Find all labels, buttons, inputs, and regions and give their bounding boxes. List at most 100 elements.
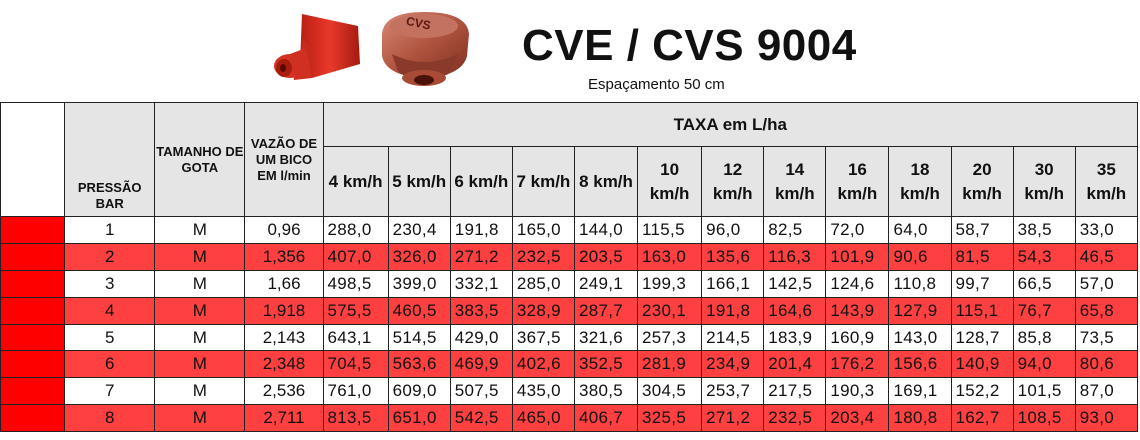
- taxa-cell: 65,8: [1074, 296, 1139, 325]
- gota-cell: M: [154, 323, 246, 352]
- nozzle-cap-text: CVS: [405, 14, 432, 33]
- taxa-cell: 127,9: [888, 296, 952, 325]
- taxa-cell: 321,6: [573, 323, 639, 352]
- red-nozzle-icon: [274, 14, 360, 80]
- col-gota-header: TAMANHO DE GOTA: [154, 102, 246, 217]
- pressao-cell: 4: [64, 296, 156, 325]
- speed-header: 6 km/h: [449, 146, 513, 217]
- taxa-cell: 144,0: [573, 216, 639, 244]
- table-row: 6 M 2,348 704,5 563,6 469,9 402,6 352,5 281,9 234…: [0, 350, 1139, 379]
- row-marker: [0, 242, 66, 271]
- speed-header: 18 km/h: [888, 146, 952, 217]
- taxa-cell: 64,0: [888, 216, 952, 244]
- row-marker: [0, 323, 66, 352]
- table-row: 2 M 1,356 407,0 326,0 271,2 232,5 203,5 163,0 135…: [0, 242, 1139, 271]
- vazao-cell: 1,356: [244, 242, 324, 271]
- taxa-cell: 575,5: [322, 296, 389, 325]
- taxa-cell: 507,5: [449, 377, 513, 406]
- speed-header: 7 km/h: [511, 146, 575, 217]
- taxa-cell: 304,5: [637, 377, 703, 406]
- speed-header: 8 km/h: [573, 146, 639, 217]
- taxa-cell: 234,9: [701, 350, 765, 379]
- gota-cell: M: [154, 269, 246, 298]
- taxa-cell: 332,1: [449, 269, 513, 298]
- gota-cell: M: [154, 350, 246, 379]
- taxa-cell: 143,0: [888, 323, 952, 352]
- taxa-cell: 253,7: [701, 377, 765, 406]
- speed-header: 20 km/h: [950, 146, 1014, 217]
- taxa-cell: 142,5: [763, 269, 827, 298]
- pressao-cell: 5: [64, 323, 156, 352]
- gota-cell: M: [154, 404, 246, 433]
- speed-header: 35 km/h: [1074, 146, 1139, 217]
- taxa-cell: 563,6: [387, 350, 451, 379]
- taxa-cell: 230,1: [637, 296, 703, 325]
- row-marker: [0, 216, 66, 244]
- taxa-cell: 326,0: [387, 242, 451, 271]
- taxa-cell: 90,6: [888, 242, 952, 271]
- taxa-cell: 429,0: [449, 323, 513, 352]
- taxa-cell: 435,0: [511, 377, 575, 406]
- taxa-cell: 217,5: [763, 377, 827, 406]
- taxa-cell: 180,8: [888, 404, 952, 433]
- taxa-cell: 115,1: [950, 296, 1014, 325]
- taxa-cell: 33,0: [1074, 216, 1139, 244]
- pressao-cell: 7: [64, 377, 156, 406]
- taxa-cell: 164,6: [763, 296, 827, 325]
- taxa-cell: 73,5: [1074, 323, 1139, 352]
- taxa-cell: 383,5: [449, 296, 513, 325]
- taxa-cell: 115,5: [637, 216, 703, 244]
- taxa-cell: 328,9: [511, 296, 575, 325]
- taxa-header: TAXA em L/ha: [322, 102, 1139, 147]
- taxa-cell: 190,3: [825, 377, 890, 406]
- taxa-cell: 232,5: [511, 242, 575, 271]
- taxa-cell: 85,8: [1012, 323, 1076, 352]
- header-blank-cell: [0, 102, 66, 217]
- taxa-cell: 176,2: [825, 350, 890, 379]
- row-marker: [0, 350, 66, 379]
- pressao-cell: 2: [64, 242, 156, 271]
- taxa-table: PRESSÃO BAR TAMANHO DE GOTA VAZÃO DE UM …: [0, 102, 1139, 433]
- taxa-cell: 465,0: [511, 404, 575, 433]
- taxa-cell: 288,0: [322, 216, 389, 244]
- taxa-cell: 367,5: [511, 323, 575, 352]
- taxa-cell: 165,0: [511, 216, 575, 244]
- taxa-cell: 271,2: [449, 242, 513, 271]
- taxa-cell: 38,5: [1012, 216, 1076, 244]
- taxa-cell: 94,0: [1012, 350, 1076, 379]
- speed-header: 16 km/h: [825, 146, 890, 217]
- taxa-cell: 407,0: [322, 242, 389, 271]
- taxa-cell: 287,7: [573, 296, 639, 325]
- taxa-cell: 160,9: [825, 323, 890, 352]
- taxa-cell: 352,5: [573, 350, 639, 379]
- taxa-cell: 152,2: [950, 377, 1014, 406]
- taxa-cell: 58,7: [950, 216, 1014, 244]
- taxa-cell: 201,4: [763, 350, 827, 379]
- row-marker: [0, 404, 66, 433]
- taxa-cell: 191,8: [701, 296, 765, 325]
- gota-cell: M: [154, 377, 246, 406]
- taxa-cell: 46,5: [1074, 242, 1139, 271]
- speed-header: 5 km/h: [387, 146, 451, 217]
- gota-cell: M: [154, 216, 246, 244]
- taxa-cell: 232,5: [763, 404, 827, 433]
- pressao-cell: 8: [64, 404, 156, 433]
- vazao-cell: 0,96: [244, 216, 324, 244]
- vazao-cell: 2,536: [244, 377, 324, 406]
- pressao-cell: 3: [64, 269, 156, 298]
- speed-header: 30 km/h: [1012, 146, 1076, 217]
- taxa-cell: 199,3: [637, 269, 703, 298]
- taxa-cell: 82,5: [763, 216, 827, 244]
- taxa-cell: 813,5: [322, 404, 389, 433]
- taxa-cell: 169,1: [888, 377, 952, 406]
- col-pressao-header: PRESSÃO BAR: [64, 102, 156, 217]
- taxa-cell: 110,8: [888, 269, 952, 298]
- taxa-cell: 249,1: [573, 269, 639, 298]
- taxa-cell: 281,9: [637, 350, 703, 379]
- taxa-cell: 54,3: [1012, 242, 1076, 271]
- taxa-cell: 140,9: [950, 350, 1014, 379]
- taxa-cell: 402,6: [511, 350, 575, 379]
- taxa-cell: 108,5: [1012, 404, 1076, 433]
- taxa-cell: 406,7: [573, 404, 639, 433]
- taxa-cell: 203,5: [573, 242, 639, 271]
